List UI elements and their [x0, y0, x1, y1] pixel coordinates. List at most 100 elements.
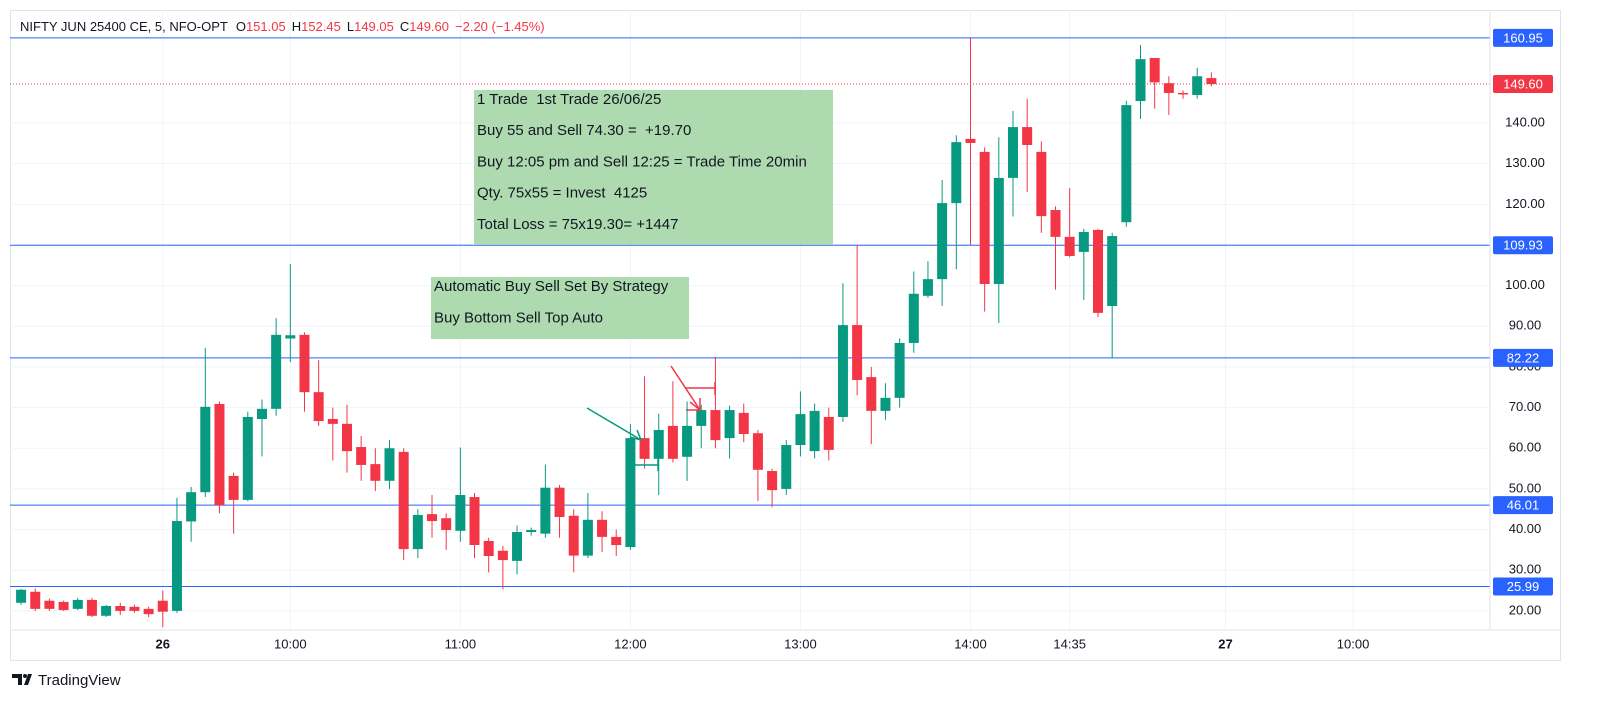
candle-body: [72, 599, 83, 609]
ohlc-label: C: [399, 19, 410, 34]
candle-body: [271, 334, 282, 409]
candle-body: [370, 464, 381, 481]
x-tick-label: 11:00: [445, 636, 477, 651]
annotation-text: Buy Bottom Sell Top Auto: [434, 309, 603, 326]
level-label-box: [1493, 236, 1553, 255]
candle-body: [200, 406, 211, 493]
ohlc-item: L149.05: [347, 19, 394, 34]
level-label-box: [1493, 496, 1553, 515]
candle-body: [1121, 105, 1132, 223]
candle-body: [554, 487, 565, 517]
candle-body: [171, 521, 182, 611]
x-tick-label: 26: [156, 636, 170, 651]
annotation-text: Automatic Buy Sell Set By Strategy: [434, 278, 669, 295]
trend-line: [670, 365, 701, 411]
level-label: 46.01: [1507, 498, 1540, 513]
candle-body: [1036, 151, 1047, 217]
candle-body: [299, 334, 310, 393]
symbol: NIFTY JUN 25400 CE, 5, NFO-OPT: [20, 19, 228, 34]
candle-body: [455, 495, 466, 531]
candle-body: [157, 600, 168, 612]
level-lines: [10, 37, 1490, 588]
candle-body: [186, 492, 197, 522]
candle-body: [1107, 236, 1118, 306]
level-label-box: [1493, 348, 1553, 367]
chart-frame: [10, 10, 1561, 661]
candle-body: [1149, 57, 1160, 83]
candle-body: [795, 414, 806, 446]
annotations: 1 Trade 1st Trade 26/06/25 Buy 55 and Sel…: [431, 90, 833, 339]
level-label: 109.93: [1503, 238, 1543, 253]
annotation-text: Buy 12:05 pm and Sell 12:25 = Trade Time…: [477, 153, 807, 170]
candle-body: [908, 293, 919, 343]
level-label: 25.99: [1507, 579, 1540, 594]
x-tick-label: 27: [1218, 636, 1232, 651]
x-tick-label: 14:35: [1053, 636, 1086, 651]
candle-body: [625, 438, 636, 548]
candle-body: [341, 423, 352, 452]
candle-body: [597, 519, 608, 537]
candle-body: [398, 451, 409, 550]
candle-body: [313, 392, 324, 422]
candle-body: [1064, 236, 1075, 256]
candle-body: [30, 591, 41, 609]
candle-body: [667, 425, 678, 459]
candle-body: [979, 151, 990, 285]
ohlc-value: 149.05: [354, 19, 394, 34]
ohlc-item: C149.60: [400, 19, 449, 34]
y-tick-label: 90.00: [1509, 318, 1542, 333]
candle-body: [738, 412, 749, 435]
y-tick-label: 20.00: [1509, 602, 1542, 617]
last-price-label: 149.60: [1503, 76, 1543, 91]
y-tick-label: 30.00: [1509, 562, 1542, 577]
candle-body: [327, 418, 338, 424]
candles: [16, 37, 1217, 628]
ohlc-value: 151.05: [245, 19, 286, 34]
candle-body: [852, 325, 863, 380]
y-tick-label: 140.00: [1505, 114, 1545, 129]
candle-body: [356, 447, 367, 465]
axes: 20.0030.0040.0050.0060.0070.0080.0090.00…: [156, 28, 1553, 651]
ohlc: O151.05 H152.45 L149.05 C149.60: [236, 19, 449, 34]
y-tick-label: 130.00: [1505, 155, 1545, 170]
candle-body: [214, 403, 225, 506]
candle-body: [1178, 92, 1189, 95]
candle-body: [639, 438, 650, 459]
annotation-box: [474, 90, 833, 245]
candle-body: [823, 416, 834, 450]
level-label-box: [1493, 577, 1553, 596]
arrow-head: [689, 398, 701, 412]
candle-body: [922, 279, 933, 296]
level-label: 82.22: [1507, 350, 1540, 365]
candle-body: [965, 138, 976, 143]
candle-body: [242, 416, 253, 500]
candle-body: [724, 410, 735, 439]
candle-body: [1007, 127, 1018, 178]
annotation-box: [431, 277, 689, 339]
candle-body: [951, 142, 962, 204]
y-tick-label: 100.00: [1505, 277, 1545, 292]
candle-body: [866, 377, 877, 411]
candle-body: [58, 601, 69, 611]
x-tick-label: 14:00: [954, 636, 987, 651]
candle-body: [767, 471, 778, 491]
candle-body: [1078, 231, 1089, 252]
candle-body: [483, 540, 494, 557]
candle-body: [809, 410, 820, 452]
annotation-text: Buy 55 and Sell 74.30 = +19.70: [477, 122, 691, 139]
annotation-text: Qty. 75x55 = Invest 4125: [477, 185, 647, 202]
candle-body: [16, 589, 27, 603]
candle-body: [512, 532, 523, 561]
candle-body: [143, 608, 154, 615]
ohlc-value: 149.60: [409, 19, 450, 34]
candle-body: [101, 606, 112, 616]
candle-body: [285, 335, 296, 339]
x-tick-label: 12:00: [614, 636, 647, 651]
ohlc-item: O151.05: [236, 19, 286, 34]
candle-body: [1050, 210, 1061, 237]
brand-logo: [23, 674, 27, 678]
candle-body: [412, 514, 423, 550]
header: NIFTY JUN 25400 CE, 5, NFO-OPT O151.05 H1…: [20, 19, 545, 34]
candle-body: [497, 550, 508, 561]
